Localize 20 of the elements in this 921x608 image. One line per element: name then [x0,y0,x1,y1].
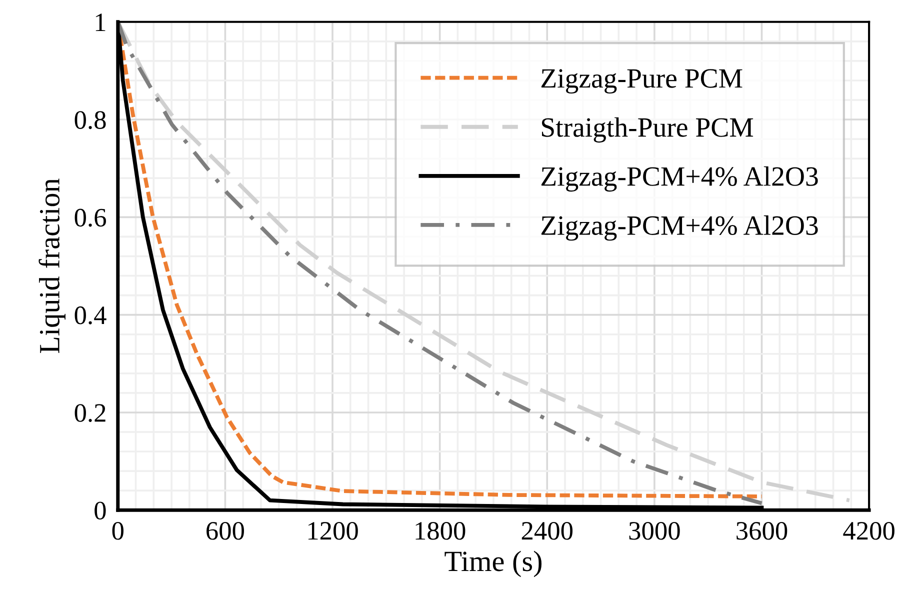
y-tick-label: 0.4 [74,306,106,324]
x-tick-label: 2400 [522,522,573,540]
y-tick-label: 0.8 [74,111,106,130]
x-axis-title: Time (s) [444,550,542,578]
x-tick-label: 3600 [736,522,788,540]
y-tick-label: 1 [96,14,106,32]
y-tick-label: 0 [94,502,106,520]
x-tick-label: 1200 [308,522,358,540]
legend-label: Straigth-Pure PCM [542,117,754,143]
x-tick-label: 1800 [416,522,466,540]
legend-label: Zigzag-Pure PCM [541,69,742,94]
y-tick-label: 0.2 [74,404,106,422]
legend-label: Zigzag-PCM+4% Al2O3 [541,215,818,241]
x-tick-label: 0 [112,522,124,540]
x-tick-label: 600 [206,522,244,540]
x-tick-label: 4200 [843,522,894,540]
x-tick-label: 3000 [629,522,680,540]
y-axis-title: Liquid fraction [38,178,66,354]
legend-label: Zigzag-PCM+4% Al2O3 [541,166,818,192]
y-tick-label: 0.6 [74,208,106,227]
